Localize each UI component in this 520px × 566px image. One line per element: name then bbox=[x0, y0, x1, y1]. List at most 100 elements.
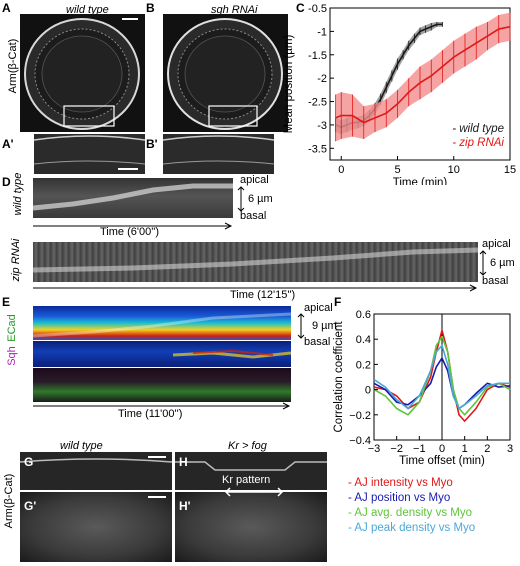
y-tick-label: −0.4 bbox=[349, 435, 371, 447]
series-line bbox=[373, 344, 510, 410]
title-wild-type-g: wild type bbox=[60, 440, 103, 452]
x-axis-label: Time offset (min) bbox=[399, 455, 485, 467]
gh-ylabel: Arm(β-Cat) bbox=[3, 473, 15, 529]
panel-label-b: B bbox=[146, 1, 155, 15]
heatmap-sqh bbox=[33, 341, 291, 367]
micrograph-h bbox=[175, 452, 327, 490]
y-tick-label: −0.2 bbox=[349, 410, 371, 422]
d-wt-scale: 6 µm bbox=[248, 193, 273, 205]
heatmap-ecad bbox=[33, 306, 291, 340]
d-wt-basal: basal bbox=[240, 210, 267, 222]
e-basal: basal bbox=[304, 336, 331, 348]
y-axis-label: Mean position (µm) bbox=[283, 35, 295, 134]
top-row-ylabel: Arm(β-Cat) bbox=[7, 38, 19, 94]
legend-f-item: - AJ intensity vs Myo bbox=[348, 477, 453, 489]
x-tick-label: 15 bbox=[504, 164, 516, 176]
micrograph-a-prime bbox=[34, 134, 145, 174]
panel-label-e: E bbox=[2, 295, 11, 309]
y-tick-label: -0.5 bbox=[308, 3, 327, 15]
micrograph-b-prime bbox=[163, 134, 274, 174]
title-kr-fog: Kr > fog bbox=[228, 440, 267, 452]
y-tick-label: -3 bbox=[317, 120, 327, 132]
kr-pattern-label: Kr pattern bbox=[222, 474, 271, 486]
x-tick-label: 2 bbox=[484, 443, 490, 455]
y-tick-label: -1 bbox=[317, 26, 327, 38]
legend-f-item: - AJ peak density vs Myo bbox=[348, 522, 476, 534]
y-tick-label: -2.5 bbox=[308, 97, 327, 109]
d-zip-scale-arrow bbox=[479, 250, 487, 276]
e-scale-arrow bbox=[297, 313, 305, 339]
micrograph-a-wild-type bbox=[20, 14, 145, 132]
e-scale: 9 µm bbox=[312, 320, 337, 332]
x-axis-label: Time (min) bbox=[393, 177, 448, 185]
chart-f-correlation: F −3 −2 −1 0 1 2 3 −0.4 −0.2 0 0.2 0.4 0.6 Time offset… bbox=[333, 296, 513, 467]
d-wt-time-label: Time (6'00'') bbox=[100, 226, 160, 238]
micrograph-b-sqh-rnai bbox=[163, 14, 288, 132]
panel-label-a: A bbox=[2, 1, 11, 15]
series-line bbox=[373, 329, 511, 422]
series-line bbox=[373, 335, 511, 416]
e-ecad-label: ECad bbox=[6, 314, 18, 342]
x-tick-label: 10 bbox=[448, 164, 460, 176]
panel-label-b-prime: B' bbox=[146, 137, 158, 151]
legend-f-item: - AJ position vs Myo bbox=[348, 492, 451, 504]
legend-f: - AJ intensity vs Myo - AJ position vs M… bbox=[348, 476, 475, 536]
panel-label-f: F bbox=[334, 296, 341, 309]
d-wt-scale-arrow bbox=[237, 186, 245, 212]
panel-label-g-prime: G' bbox=[24, 499, 37, 513]
legend-entry: - wild type bbox=[452, 123, 504, 135]
panel-label-h-prime: H' bbox=[179, 499, 191, 513]
panel-label-g: G bbox=[24, 455, 34, 469]
d-zip-time-label: Time (12'15'') bbox=[230, 289, 296, 301]
d-zip-basal: basal bbox=[482, 275, 509, 287]
title-wild-type-a: wild type bbox=[66, 4, 109, 16]
series-line bbox=[335, 25, 511, 124]
x-tick-label: −2 bbox=[390, 443, 403, 455]
x-tick-label: −3 bbox=[368, 443, 381, 455]
x-tick-label: 0 bbox=[338, 164, 344, 176]
kr-pattern-arrow bbox=[224, 487, 284, 497]
embryo-image-a bbox=[24, 18, 140, 130]
panel-label-h: H bbox=[179, 455, 188, 469]
x-tick-label: 3 bbox=[507, 443, 513, 455]
legend-f-item: - AJ avg. density vs Myo bbox=[348, 507, 472, 519]
e-time-label: Time (11'00'') bbox=[118, 408, 183, 420]
e-apical: apical bbox=[304, 302, 333, 314]
title-sqh-rnai: sqh RNAi bbox=[211, 4, 258, 16]
merge-ecad-sqh bbox=[33, 368, 291, 402]
y-tick-label: -2 bbox=[317, 73, 327, 85]
y-tick-label: 0.4 bbox=[356, 334, 371, 346]
d-wt-time-arrow bbox=[33, 222, 233, 230]
d-wild-type-side-label: wild type bbox=[12, 172, 24, 216]
d-zip-time-arrow bbox=[33, 284, 478, 292]
y-tick-label: 0 bbox=[365, 385, 371, 397]
y-tick-label: -1.5 bbox=[308, 50, 327, 62]
panel-label-d: D bbox=[2, 175, 11, 189]
y-tick-label: 0.6 bbox=[356, 309, 371, 321]
x-tick-label: 5 bbox=[394, 164, 400, 176]
micrograph-g bbox=[20, 452, 172, 490]
panel-label-a-prime: A' bbox=[2, 137, 14, 151]
x-tick-label: 0 bbox=[439, 443, 445, 455]
micrograph-h-prime bbox=[175, 492, 327, 562]
series-band bbox=[335, 22, 443, 135]
series-band bbox=[335, 12, 510, 142]
kymograph-zip-rnai bbox=[33, 242, 478, 282]
y-axis-label: Correlation coefficient bbox=[333, 321, 345, 433]
chart-c-frame bbox=[329, 7, 511, 161]
legend-entry: - zip RNAi bbox=[452, 137, 504, 149]
e-time-arrow bbox=[33, 402, 291, 410]
y-tick-label: -3.5 bbox=[308, 143, 327, 155]
d-zip-scale: 6 µm bbox=[490, 257, 515, 269]
micrograph-g-prime bbox=[20, 492, 172, 562]
d-wt-apical: apical bbox=[240, 174, 269, 186]
embryo-image-b bbox=[167, 18, 283, 130]
d-zip-rnai-side-label: zip RNAi bbox=[10, 238, 22, 282]
panel-label-c: C bbox=[296, 1, 305, 15]
d-zip-apical: apical bbox=[482, 238, 511, 250]
kymograph-wild-type bbox=[33, 178, 233, 218]
x-tick-label: 1 bbox=[462, 443, 468, 455]
x-tick-label: −1 bbox=[413, 443, 426, 455]
chart-c-mean-position: 0 5 10 15 -3.5 -3 -2.5 -2 -1.5 -1 -0.5 Time (min) Me… bbox=[283, 3, 516, 185]
y-tick-label: 0.2 bbox=[356, 359, 371, 371]
